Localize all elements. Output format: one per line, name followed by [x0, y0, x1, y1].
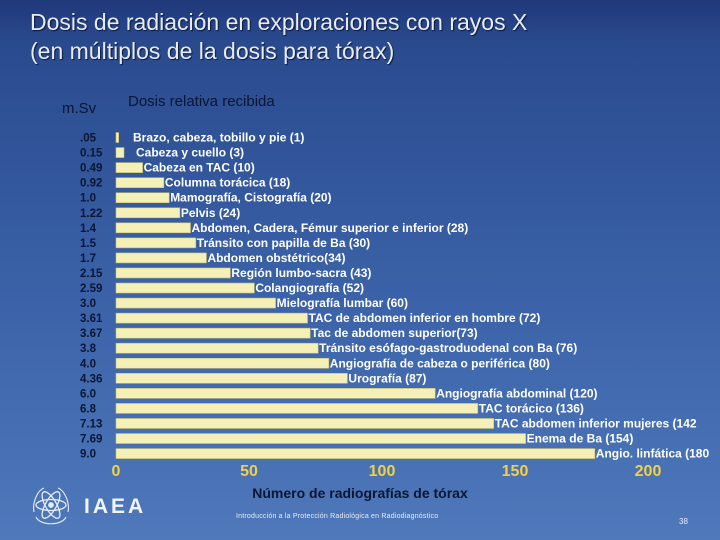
y-tick-label: 3.8 [80, 343, 97, 355]
bar-15 [115, 357, 330, 369]
y-tick-label: 0.92 [80, 178, 102, 190]
y-tick-label: 0.15 [80, 148, 103, 160]
bar-12 [115, 312, 308, 324]
iaea-logo: IAEA [30, 484, 160, 535]
title-line-1: Dosis de radiación en exploraciones con … [30, 9, 528, 35]
bar-data-label: Mielografía lumbar (60) [277, 296, 408, 310]
y-tick-label: 4.0 [80, 358, 96, 370]
y-tick-label: 1.5 [80, 238, 97, 250]
y-tick-label: 2.15 [80, 268, 103, 280]
y-axis-unit-label: m.Sv [62, 100, 97, 117]
bar-11 [115, 297, 276, 309]
chart-subtitle: Dosis relativa recibida [128, 93, 275, 110]
bar-data-label: Pelvis (24) [181, 206, 240, 220]
bar-data-label: Mamografía, Cistografía (20) [170, 191, 331, 205]
bar-data-label: Angiografía de cabeza o periférica (80) [330, 356, 550, 370]
x-tick-label: 150 [502, 463, 529, 480]
x-axis-label: Número de radiografías de tórax [252, 485, 468, 501]
bar-7 [115, 237, 197, 249]
bar-17 [115, 388, 436, 399]
y-tick-label: 3.0 [80, 298, 96, 310]
y-tick-label: 2.59 [80, 283, 102, 295]
y-tick-label: 3.61 [80, 313, 103, 325]
bar-data-label: Columna torácica (18) [165, 176, 290, 190]
bar-2 [115, 162, 143, 173]
bar-0 [115, 132, 119, 143]
slide-title: Dosis de radiación en exploraciones con … [30, 8, 710, 66]
bar-16 [115, 373, 348, 384]
bar-20 [115, 433, 526, 444]
y-tick-label: 3.67 [80, 328, 102, 340]
bar-data-label: Tránsito con papilla de Ba (30) [197, 236, 370, 250]
bar-data-label: Cabeza en TAC (10) [144, 161, 255, 175]
bar-data-label: Angiografía abdominal (120) [436, 386, 597, 400]
y-tick-label: 1.7 [80, 253, 96, 265]
y-tick-label: 7.13 [80, 418, 102, 430]
bar-6 [115, 222, 191, 234]
x-tick-label: 0 [112, 463, 121, 480]
bar-data-label: Colangiografía (52) [255, 281, 364, 295]
bar-19 [115, 418, 495, 429]
y-tick-label: 9.0 [80, 449, 96, 461]
bar-data-label: Urografía (87) [348, 371, 426, 385]
x-tick-label: 100 [369, 463, 396, 480]
y-tick-label: 1.0 [80, 193, 96, 205]
y-tick-label: 7.69 [80, 434, 102, 446]
bar-data-label: Brazo, cabeza, tobillo y pie (1) [133, 131, 304, 145]
bar-data-label: Tac de abdomen superior(73) [311, 326, 477, 340]
bar-3 [115, 177, 165, 188]
y-tick-label: 1.22 [80, 208, 102, 220]
bar-data-label: TAC de abdomen inferior en hombre (72) [309, 311, 541, 325]
y-tick-label: 0.49 [80, 163, 102, 175]
x-tick-label: 200 [635, 463, 662, 480]
y-tick-label: 6.8 [80, 403, 97, 415]
bar-data-label: Cabeza y cuello (3) [136, 146, 244, 160]
bar-5 [115, 207, 181, 219]
atom-icon [33, 487, 69, 525]
svg-text:IAEA: IAEA [84, 495, 146, 518]
bar-13 [115, 327, 311, 339]
bar-9 [115, 267, 231, 279]
bar-data-label: TAC abdomen inferior mujeres (142 [495, 416, 697, 430]
bar-10 [115, 282, 255, 294]
y-tick-label: 6.0 [80, 388, 96, 400]
bar-1 [115, 147, 125, 158]
bar-8 [115, 252, 207, 264]
x-tick-label: 50 [240, 463, 258, 480]
bar-data-label: Enema de Ba (154) [527, 432, 634, 446]
bar-data-label: Tránsito esófago-gastroduodenal con Ba (… [319, 341, 577, 355]
bar-data-label: Abdomen obstétrico(34) [207, 251, 345, 265]
bar-data-label: Angio. linfática (180 [596, 447, 710, 461]
bar-data-label: TAC torácico (136) [479, 401, 584, 415]
bar-data-label: Región lumbo-sacra (43) [231, 266, 371, 280]
page-number: 38 [679, 517, 688, 526]
bar-18 [115, 403, 479, 414]
bar-data-label: Abdomen, Cadera, Fémur superior e inferi… [191, 221, 468, 235]
bar-21 [115, 448, 596, 459]
bar-4 [115, 192, 170, 204]
y-tick-label: .05 [80, 133, 97, 145]
footer-text: Introducción a la Protección Radiológica… [236, 513, 439, 520]
y-tick-label: 1.4 [80, 223, 97, 235]
title-line-2: (en múltiplos de la dosis para tórax) [30, 38, 395, 64]
bar-14 [115, 342, 319, 354]
y-tick-label: 4.36 [80, 373, 102, 385]
